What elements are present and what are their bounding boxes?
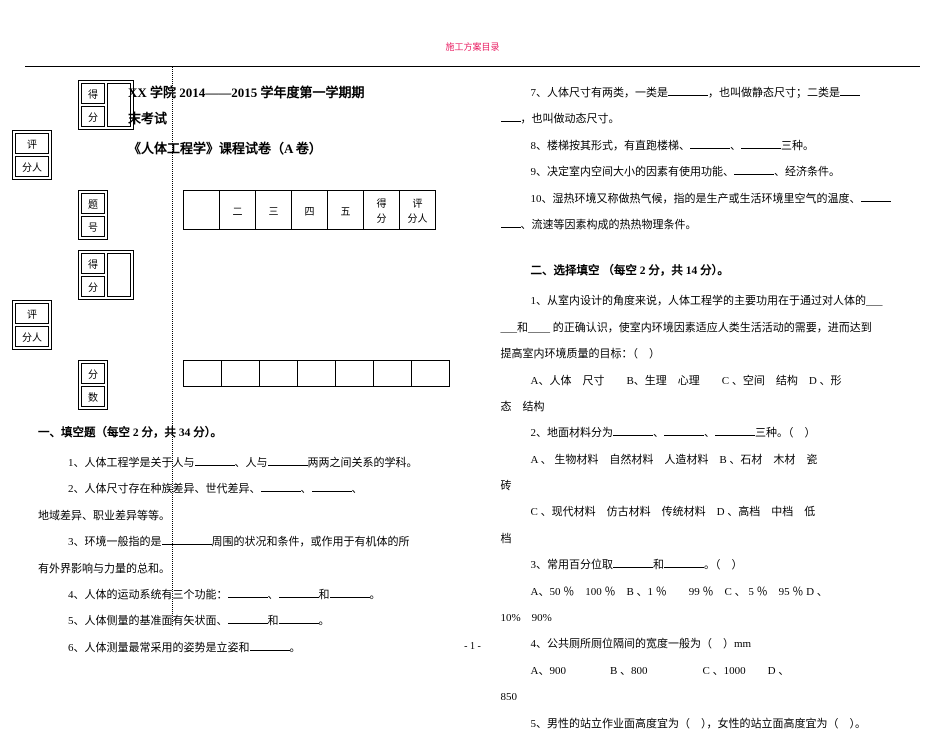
grade-row-1: 题 号 二 三 四 五 得分 评分人 [8,190,445,240]
q8: 8、楼梯按其形式，有直跑楼梯、、三种。 [531,133,918,159]
score-box-2: 得 分 [78,250,134,300]
page-number: - 1 - [464,641,481,652]
q3: 3、环境一般指的是周围的状况和条件，或作用于有机体的所 [68,529,445,555]
c5: 5、男性的站立作业面高度宜为（ ），女性的站立面高度宜为（ ）。 [531,711,918,737]
score-row-2: 得 分 评 分人 [8,250,445,350]
q5: 5、人体侧量的基准面有矢状面、和。 [68,608,445,634]
exam-title-2: 末考试 [128,106,365,132]
c4opts2: 850 [501,684,918,710]
q3c: 有外界影响与力量的总和。 [38,556,445,582]
exam-title-1: XX 学院 2014——2015 学年度第一学期期 [128,80,365,106]
c1opts2: 态 结构 [501,394,918,420]
score-box-1: 得 分 [78,80,134,130]
q2d: 地域差异、职业差异等等。 [38,503,445,529]
page-container: 得 分 评 分人 XX 学院 2014——2015 学年度第一学期期 末考试 《… [0,0,945,751]
grade-row-2: 分 数 [8,360,445,410]
q1: 1、人体工程学是关于人与、人与两两之间关系的学科。 [68,450,445,476]
fenshu-box: 分 数 [78,360,108,410]
section-2-title: 二、选择填空 （每空 2 分，共 14 分）。 [531,262,918,278]
c1: 1、从室内设计的角度来说，人体工程学的主要功用在于通过对人体的___ [531,288,918,314]
right-page: 7、人体尺寸有两类，一类是，也叫做静态尺寸；二类是 ，也叫做动态尺寸。 8、楼梯… [473,66,945,751]
q10b: 、流速等因素构成的热热物理条件。 [501,212,918,238]
c1b: ___和____ 的正确认识，使室内环境因素适应人类生活活动的需要，进而达到 [501,315,918,341]
q2: 2、人体尺寸存在种族差异、世代差异、、、 [68,476,445,502]
c1c: 提高室内环境质量的目标：（ ） [501,341,918,367]
q6: 6、人体测量最常采用的姿势是立姿和。 [68,635,445,661]
q9: 9、决定室内空间大小的因素有使用功能、、经济条件。 [531,159,918,185]
c3: 3、常用百分位取和。（ ） [531,552,918,578]
grade-table-2 [183,360,450,387]
c2optsA: A 、 生物材料 自然材料 人造材料 B 、石材 木材 瓷 [531,447,918,473]
score-box-1b: 评 分人 [12,130,52,180]
header-text: 施工方案目录 [445,40,499,53]
c2optsC2: 档 [501,526,918,552]
section-1-title: 一、填空题（每空 2 分，共 34 分）。 [38,424,445,440]
ti-box: 题 号 [78,190,108,240]
c2optsA2: 砖 [501,473,918,499]
c4: 4、公共厕所厕位隔间的宽度一般为（ ）mm [531,631,918,657]
c4opts: A、900 B 、800 C 、1000 D 、 [531,658,918,684]
c1opts: A、人体 尺寸 B、生理 心理 C 、空间 结构 D 、形 [531,368,918,394]
q4: 4、人体的运动系统有三个功能：、和。 [68,582,445,608]
exam-subtitle: 《人体工程学》课程试卷（A 卷） [128,136,365,162]
c2: 2、地面材料分为、、三种。（ ） [531,420,918,446]
q10: 10、湿热环境又称做热气候，指的是生产或生活环境里空气的温度、 [531,186,918,212]
score-box-2b: 评 分人 [12,300,52,350]
q7c: ，也叫做动态尺寸。 [501,106,918,132]
q7: 7、人体尺寸有两类，一类是，也叫做静态尺寸；二类是 [531,80,918,106]
left-page: 得 分 评 分人 XX 学院 2014——2015 学年度第一学期期 末考试 《… [0,66,473,751]
grade-table-1: 二 三 四 五 得分 评分人 [183,190,436,230]
c3opts2: 10% 90% [501,605,918,631]
c3opts: A、50 ％ 100 ％ B 、1 ％ 99 ％ C 、 5 ％ 95 ％ D … [531,579,918,605]
title-row-1: 得 分 评 分人 XX 学院 2014——2015 学年度第一学期期 末考试 《… [8,80,445,180]
c2optsC: C 、现代材料 仿古材料 传统材料 D 、高档 中档 低 [531,499,918,525]
